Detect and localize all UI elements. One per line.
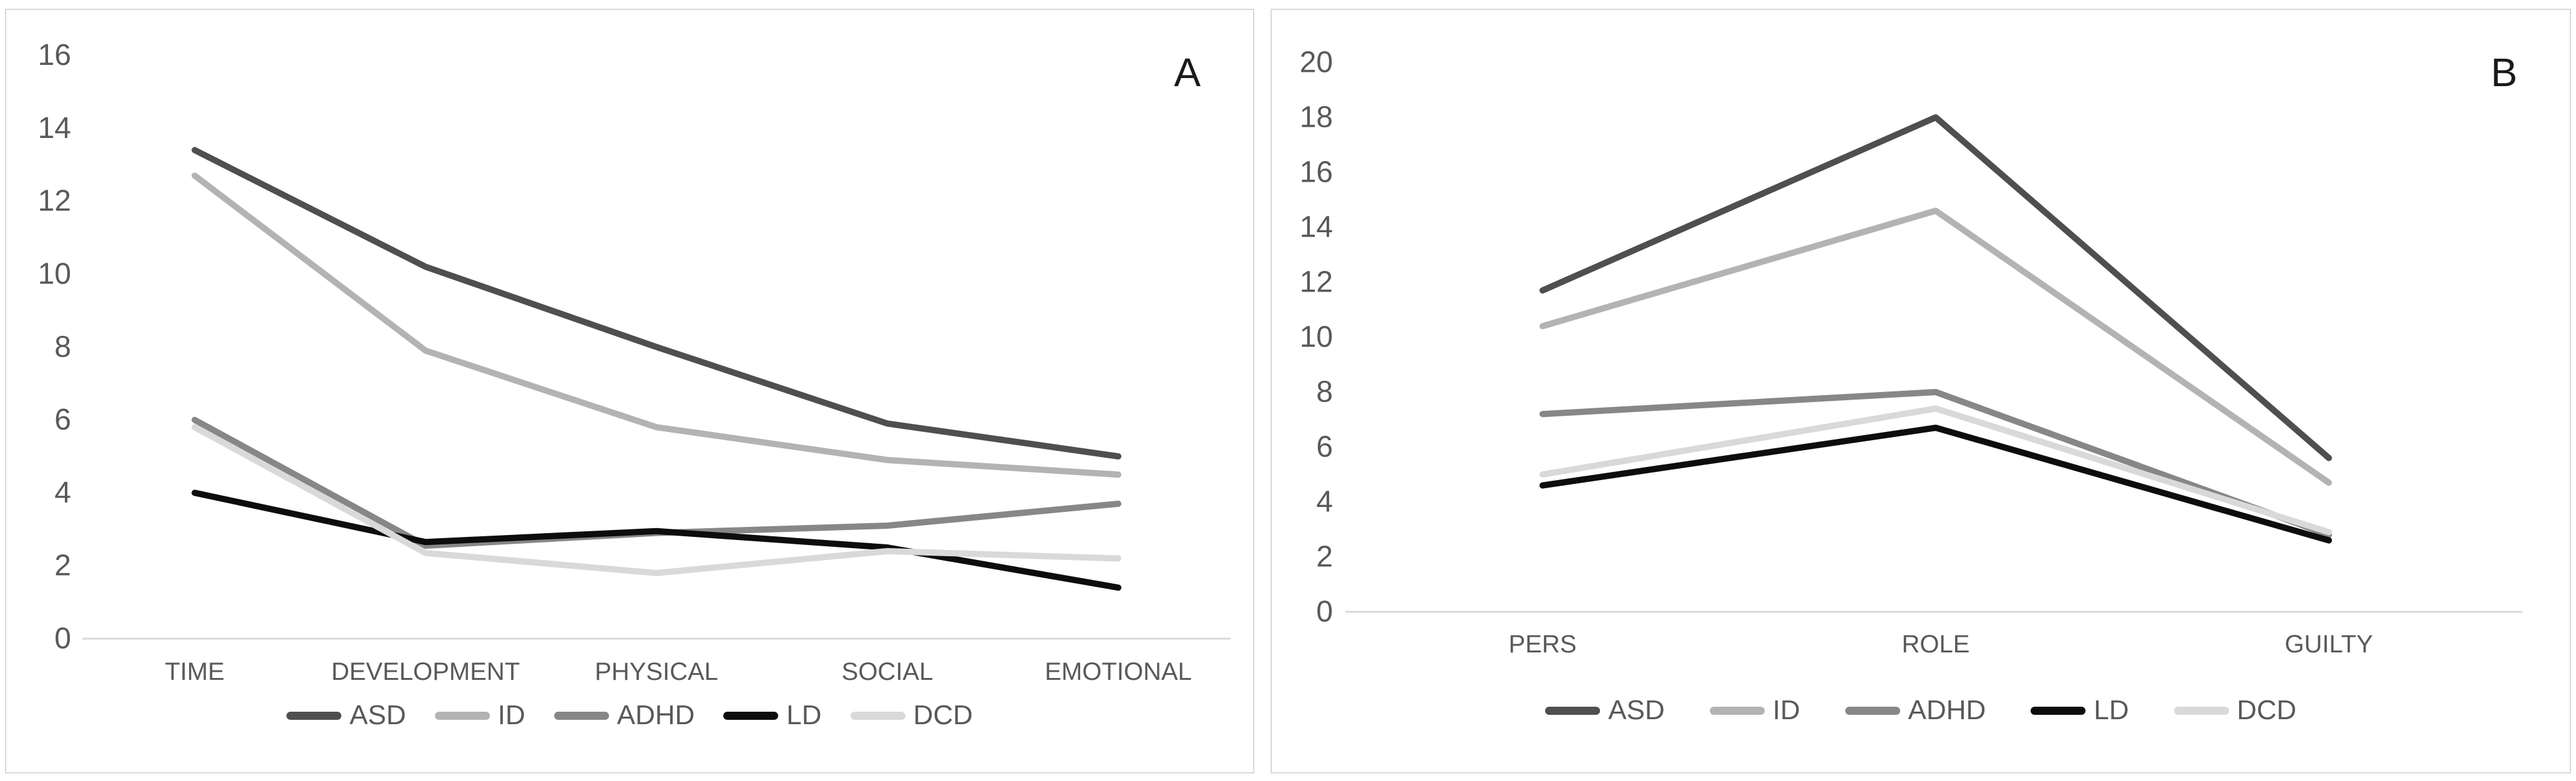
legend-line-swatch-ID (434, 711, 490, 720)
legend-label-ID: ID (497, 700, 525, 730)
legend-line-swatch-LD (2031, 706, 2086, 715)
series-line-DCD (192, 424, 1121, 576)
y-tick-label: 10 (38, 258, 71, 291)
x-category-label: PERS (1509, 631, 1577, 658)
legend-line-swatch-ADHD (1845, 706, 1900, 715)
chart-A-plot: 0 2 4 6 8 10 12 14 16 TIME DEVELOPMENT PHYSICAL SOCI… (6, 10, 1253, 772)
y-tick-label: 16 (1300, 156, 1333, 189)
x-category-label: EMOTIONAL (1045, 658, 1192, 685)
legend-item-ASD: ASD (1545, 695, 1665, 725)
series-line-ADHD (1539, 389, 2332, 538)
y-tick-label: 16 (38, 39, 71, 72)
panel-B-label: B (2491, 50, 2517, 95)
y-tick-label: 0 (54, 622, 71, 656)
legend-line-swatch-ASD (1545, 706, 1601, 715)
y-tick-label: 18 (1300, 101, 1333, 134)
y-tick-label: 8 (54, 330, 71, 363)
y-tick-label: 4 (1316, 486, 1333, 519)
legend-item-LD: LD (723, 700, 822, 730)
legend-line-swatch-LD (723, 711, 779, 720)
y-tick-label: 0 (1316, 596, 1333, 629)
panel-B: 0 2 4 6 8 10 12 14 16 18 20 PERS ROLE GUILTY B ASD ID A… (1271, 9, 2571, 774)
panel-A: 0 2 4 6 8 10 12 14 16 TIME DEVELOPMENT PHYSICAL SOCI… (5, 9, 1254, 774)
y-tick-label: 14 (1300, 211, 1333, 244)
legend-item-ASD: ASD (286, 702, 406, 729)
y-tick-label: 6 (54, 403, 71, 436)
chart-A-legend: ASD ID ADHD LD DCD (6, 702, 1253, 729)
chart-A-canvas: 0 2 4 6 8 10 12 14 16 TIME DEVELOPMENT PHYSICAL SOCI… (38, 39, 1231, 685)
y-tick-label: 4 (54, 476, 71, 509)
y-tick-label: 8 (1316, 376, 1333, 409)
panel-A-label: A (1174, 50, 1201, 95)
series-line-LD (192, 489, 1121, 591)
chart-B-canvas: 0 2 4 6 8 10 12 14 16 18 20 PERS ROLE GUILTY (1300, 46, 2522, 658)
legend-label-ID: ID (1772, 695, 1800, 725)
y-tick-label: 6 (1316, 431, 1333, 464)
series-line-ASD (1539, 114, 2332, 461)
legend-label-LD: LD (786, 700, 822, 730)
x-category-label: DEVELOPMENT (331, 658, 520, 685)
series-line-ID (1539, 207, 2332, 486)
y-tick-label: 12 (1300, 266, 1333, 299)
legend-line-swatch-DCD (850, 711, 905, 720)
legend-item-ADHD: ADHD (1845, 697, 1986, 724)
legend-label-LD: LD (2094, 695, 2129, 725)
legend-line-swatch-ASD (286, 711, 342, 720)
legend-item-DCD: DCD (2174, 697, 2296, 724)
x-category-label: SOCIAL (842, 658, 934, 685)
y-tick-label: 20 (1300, 46, 1333, 79)
legend-item-ADHD: ADHD (554, 702, 695, 729)
series-line-DCD (1539, 405, 2332, 536)
series-line-ASD (192, 147, 1121, 459)
legend-label-ADHD: ADHD (617, 700, 695, 730)
y-tick-label: 2 (54, 549, 71, 582)
series-line-LD (1539, 425, 2332, 544)
legend-label-DCD: DCD (2237, 695, 2296, 725)
x-category-label: TIME (165, 658, 225, 685)
y-tick-label: 2 (1316, 541, 1333, 574)
chart-B-legend: ASD ID ADHD LD DCD (1272, 697, 2570, 724)
y-tick-label: 14 (38, 112, 71, 145)
legend-item-ID: ID (1709, 695, 1800, 725)
y-tick-label: 10 (1300, 321, 1333, 354)
legend-label-ASD: ASD (1608, 695, 1665, 725)
legend-label-ASD: ASD (349, 700, 406, 730)
chart-B-plot: 0 2 4 6 8 10 12 14 16 18 20 PERS ROLE GUILTY (1272, 10, 2570, 772)
legend-line-swatch-DCD (2174, 706, 2229, 715)
x-category-label: GUILTY (2285, 631, 2373, 658)
x-category-label: PHYSICAL (595, 658, 718, 685)
y-tick-label: 12 (38, 185, 71, 218)
legend-item-LD: LD (2031, 697, 2129, 724)
legend-label-ADHD: ADHD (1908, 695, 1986, 725)
x-category-label: ROLE (1902, 631, 1970, 658)
legend-line-swatch-ID (1709, 706, 1765, 715)
legend-item-DCD: DCD (850, 700, 973, 730)
legend-line-swatch-ADHD (554, 711, 609, 720)
series-line-ID (192, 172, 1121, 478)
legend-label-DCD: DCD (913, 700, 973, 730)
legend-item-ID: ID (434, 700, 525, 730)
